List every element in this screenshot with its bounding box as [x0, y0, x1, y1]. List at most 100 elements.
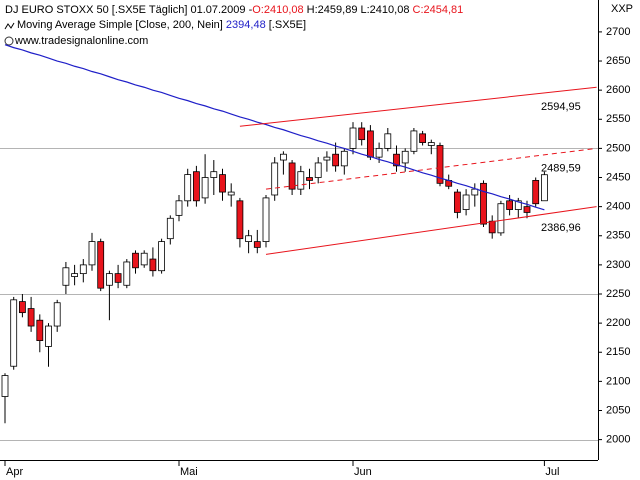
indicator-name: Moving Average Simple [Close, 200, Nein] [17, 19, 223, 31]
y-tick-label: 2100 [606, 375, 630, 387]
candle-body [114, 273, 122, 283]
open-label: O:2410,08 [252, 4, 303, 16]
y-tick-label: 2000 [606, 434, 630, 446]
high-label: H:2459,89 [307, 4, 358, 16]
x-tick-label: Apr [6, 466, 23, 478]
source: www.tradesignalonline.com [14, 35, 148, 47]
x-tick-label: Jun [354, 466, 372, 478]
y-tick-label: 2650 [606, 55, 630, 67]
candle-body [175, 200, 183, 216]
candle-body [88, 241, 96, 266]
trend-line-label: 2594,95 [541, 101, 581, 113]
close-label: C:2454,81 [413, 4, 464, 16]
candle-body [71, 273, 78, 277]
trend-line [265, 206, 597, 255]
candle-body [436, 145, 444, 184]
y-tick-label: 2350 [606, 230, 630, 242]
candle-body [462, 194, 470, 210]
candle-body [393, 153, 400, 167]
candle-body [314, 162, 322, 178]
indicator-icon [4, 22, 15, 30]
candle-body [140, 252, 148, 266]
candle-body [253, 241, 261, 248]
legend: Moving Average Simple [Close, 200, Nein]… [17, 19, 306, 31]
date: 01.07.2009 - [190, 4, 252, 16]
y-tick-label: 2300 [606, 259, 630, 271]
candle-body [210, 171, 218, 178]
source-icon [4, 36, 14, 46]
candle-body [410, 130, 418, 152]
candle-body [262, 197, 270, 242]
candle-body [10, 299, 18, 367]
y-tick-label: 2150 [606, 346, 630, 358]
candle-body [149, 258, 157, 272]
candle-body [419, 133, 427, 143]
low-label: L:2410,08 [361, 4, 410, 16]
y-tick-label: 2200 [606, 317, 630, 329]
candle-body [18, 301, 26, 314]
candle-body [349, 127, 357, 149]
indicator-value: 2394,48 [226, 19, 266, 31]
trend-line [265, 147, 597, 190]
trend-line-label: 2489,59 [541, 162, 581, 174]
candle-body [427, 142, 435, 146]
candle-body [497, 203, 505, 234]
candle-body [323, 156, 331, 161]
candle-body [192, 171, 200, 202]
candle-body [132, 252, 139, 269]
candle-body [45, 325, 52, 347]
x-tick-label: Jul [545, 466, 559, 478]
candle-body [358, 127, 366, 141]
candle-body [79, 264, 87, 275]
candle-body [166, 217, 174, 240]
candle-body [271, 162, 279, 196]
candle-body [123, 261, 131, 286]
y-tick-label: 2600 [606, 84, 630, 96]
candle-body [236, 200, 244, 240]
candle-body [375, 147, 383, 158]
candle-body [297, 171, 305, 190]
candle-body [384, 133, 392, 149]
candle-body [1, 375, 9, 397]
candle-body [158, 241, 166, 272]
y-tick-label: 2450 [606, 171, 630, 183]
candle-body [453, 191, 461, 213]
corner-label: XXP [611, 3, 633, 15]
candle-body [541, 174, 548, 202]
trend-line [239, 86, 597, 127]
candle-body [306, 177, 313, 181]
candle-body [480, 182, 487, 225]
candle-body [27, 308, 35, 327]
candle-body [184, 174, 192, 202]
candle-body [219, 174, 226, 193]
candle-body [97, 241, 105, 289]
candle-body [332, 153, 340, 167]
candle-body [340, 150, 348, 167]
candle-body [36, 319, 44, 341]
y-tick-label: 2250 [606, 288, 630, 300]
header: DJ EURO STOXX 50 [.SX5E Täglich] 01.07.2… [5, 4, 463, 16]
indicator-symbol: [.SX5E] [269, 19, 306, 31]
candle-body [227, 191, 235, 196]
candle-body [488, 220, 496, 234]
x-tick-label: Mai [180, 466, 198, 478]
candle-body [106, 273, 113, 286]
moving-average-line [4, 44, 545, 211]
candle-body [201, 177, 209, 199]
candle-body [401, 150, 409, 164]
plot [0, 44, 598, 441]
y-tick-label: 2400 [606, 201, 630, 213]
candle-body [53, 302, 61, 327]
y-tick-label: 2700 [606, 26, 630, 38]
candle-body [279, 153, 287, 161]
candle-body [506, 200, 514, 210]
candle-body [532, 180, 540, 205]
candle-body [62, 267, 70, 286]
trend-line-label: 2386,96 [541, 222, 581, 234]
title: DJ EURO STOXX 50 [.SX5E Täglich] [5, 4, 187, 16]
candle-body [288, 162, 296, 190]
candle-body [471, 188, 479, 196]
y-tick-label: 2550 [606, 113, 630, 125]
